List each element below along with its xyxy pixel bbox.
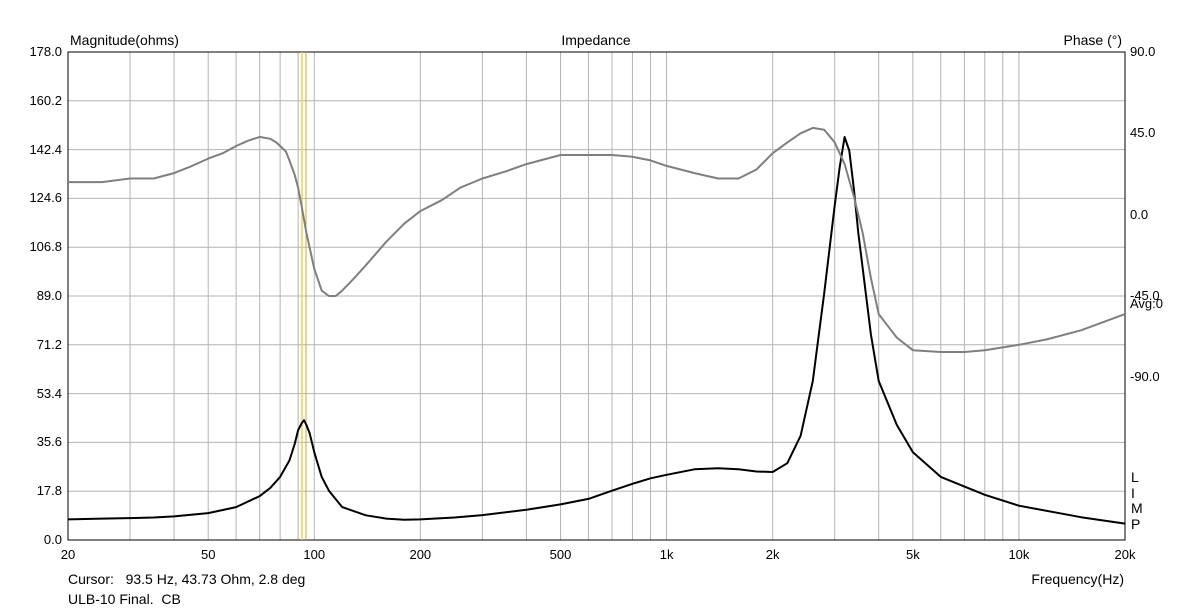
y-tick-label: 178.0 — [29, 44, 62, 59]
y2-tick-label: 90.0 — [1130, 44, 1156, 59]
series-group — [67, 126, 1126, 525]
cursor-readout: Cursor: 93.5 Hz, 43.73 Ohm, 2.8 deg — [68, 571, 306, 587]
y-axis-title: Magnitude(ohms) — [70, 32, 179, 48]
y2-axis-title: Phase (°) — [1063, 32, 1122, 48]
x-tick-label: 50 — [200, 547, 216, 562]
y-tick-label: 71.2 — [36, 336, 62, 352]
magnitude-curve — [67, 136, 1126, 525]
x-tick-label: 10k — [1008, 547, 1030, 562]
legend-letter: M — [1131, 500, 1143, 516]
legend-letter: P — [1131, 515, 1141, 532]
y-tick-label: 17.8 — [36, 483, 62, 499]
x-tick-label: 200 — [409, 547, 432, 562]
x-tick-label: 1k — [659, 547, 674, 562]
y-gridlines — [68, 100, 1125, 492]
phase-curve — [68, 126, 1126, 353]
y-tick-label: 0.0 — [43, 532, 62, 547]
y-tick-label: 124.6 — [29, 190, 62, 206]
y-tick-label: 89.0 — [36, 288, 62, 303]
measurement-name: ULB-10 Final. CB — [68, 591, 181, 607]
chart-title: Impedance — [561, 32, 631, 48]
x-tick-label: 5k — [905, 547, 920, 562]
plot-frame — [67, 51, 1126, 541]
legend-letter: L — [1131, 469, 1139, 485]
y-tick-label: 35.6 — [36, 434, 62, 450]
y-tick-label: 53.4 — [36, 385, 62, 401]
avg-label: Avg:0 — [1130, 296, 1164, 311]
x-tick-label: 2k — [765, 547, 780, 562]
y-tick-label: 106.8 — [29, 239, 62, 255]
x-tick-label: 500 — [549, 547, 572, 562]
y2-tick-label: 0.0 — [1130, 206, 1149, 222]
y-tick-label: 142.4 — [29, 141, 62, 157]
legend-letter: I — [1131, 484, 1135, 501]
y2-tick-label: 45.0 — [1130, 125, 1156, 141]
x-tick-label: 100 — [303, 547, 326, 562]
x-tick-label: 20 — [60, 547, 76, 562]
y2-tick-label: -45.0 — [1130, 288, 1160, 303]
y-tick-label: 160.2 — [29, 92, 62, 108]
x-axis-title: Frequency(Hz) — [1031, 571, 1124, 587]
y2-tick-label: -90.0 — [1130, 369, 1160, 385]
x-tick-label: 20k — [1114, 547, 1136, 562]
